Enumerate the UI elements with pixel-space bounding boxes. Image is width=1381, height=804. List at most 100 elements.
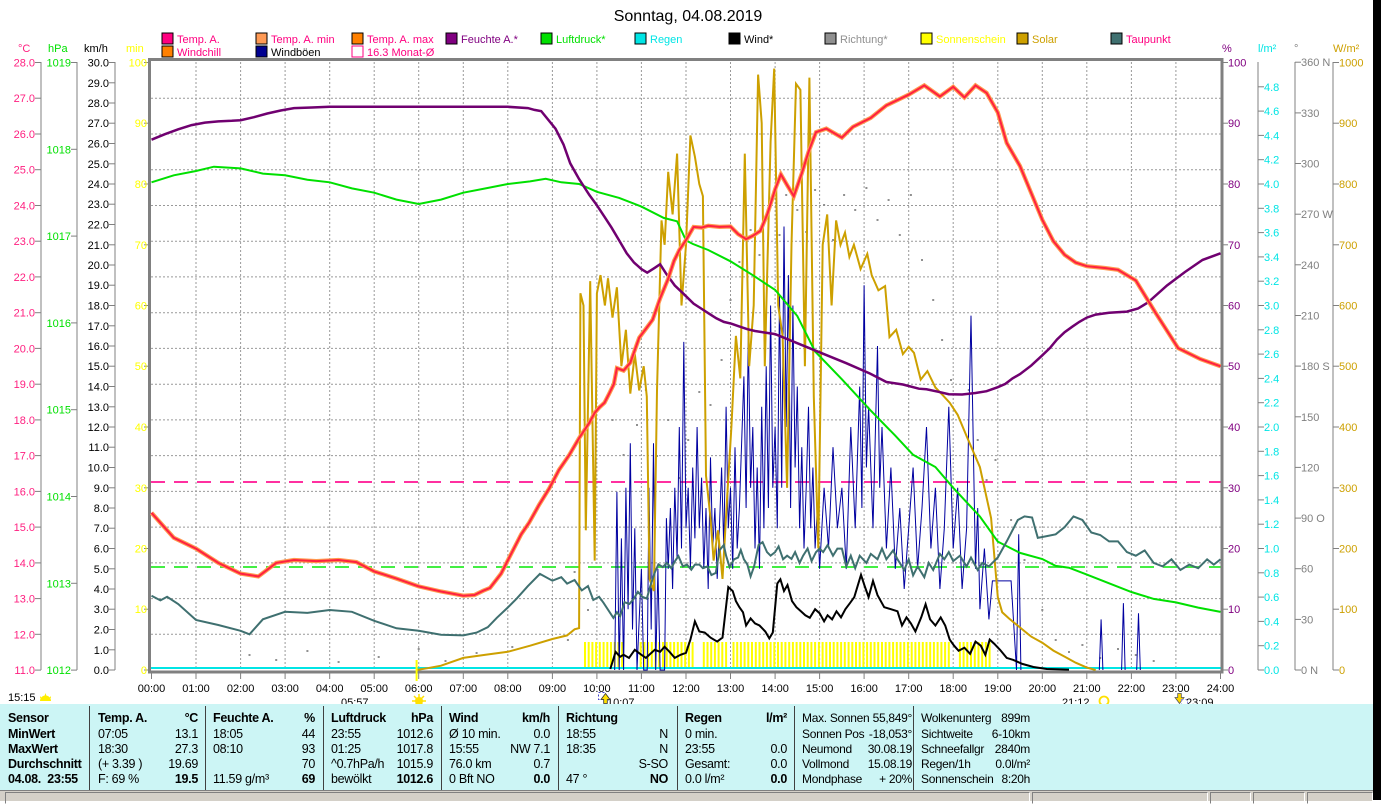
svg-text:20: 20 — [1228, 544, 1240, 556]
svg-text:60: 60 — [1301, 564, 1313, 576]
svg-text:20:00: 20:00 — [1029, 683, 1057, 695]
svg-text:15:00: 15:00 — [806, 683, 834, 695]
svg-text:22.0: 22.0 — [88, 220, 109, 232]
svg-text:3.0: 3.0 — [1264, 301, 1279, 313]
svg-text:4.0: 4.0 — [94, 584, 109, 596]
svg-text:°: ° — [1294, 43, 1298, 55]
svg-text:20.0: 20.0 — [88, 260, 109, 272]
svg-text:4.4: 4.4 — [1264, 130, 1279, 142]
svg-text:30: 30 — [1228, 483, 1240, 495]
svg-text:03:00: 03:00 — [271, 683, 299, 695]
svg-text:24.0: 24.0 — [14, 201, 35, 213]
svg-text:3.0: 3.0 — [94, 604, 109, 616]
svg-text:07:00: 07:00 — [450, 683, 478, 695]
svg-text:3.6: 3.6 — [1264, 228, 1279, 240]
svg-text:14.0: 14.0 — [14, 558, 35, 570]
svg-text:210: 210 — [1301, 311, 1319, 323]
svg-text:100: 100 — [1339, 604, 1357, 616]
svg-text:25.0: 25.0 — [14, 165, 35, 177]
svg-text:15.0: 15.0 — [88, 361, 109, 373]
svg-text:3.4: 3.4 — [1264, 252, 1279, 264]
svg-text:28.0: 28.0 — [88, 98, 109, 110]
svg-text:2.2: 2.2 — [1264, 398, 1279, 410]
svg-text:20: 20 — [135, 544, 147, 556]
svg-text:10.0: 10.0 — [88, 463, 109, 475]
svg-text:00:00: 00:00 — [138, 683, 166, 695]
svg-text:7.0: 7.0 — [94, 523, 109, 535]
svg-text:330: 330 — [1301, 108, 1319, 120]
svg-text:19.0: 19.0 — [14, 379, 35, 391]
svg-text:Temp. A. max: Temp. A. max — [367, 34, 434, 46]
svg-text:16.0: 16.0 — [88, 341, 109, 353]
svg-text:10: 10 — [1228, 604, 1240, 616]
svg-text:Feuchte A.*: Feuchte A.* — [461, 34, 519, 46]
svg-text:24:00: 24:00 — [1207, 683, 1235, 695]
svg-text:Wind*: Wind* — [744, 34, 774, 46]
svg-text:300: 300 — [1301, 159, 1319, 171]
svg-text:Sonnenschein: Sonnenschein — [936, 34, 1006, 46]
svg-text:700: 700 — [1339, 240, 1357, 252]
svg-text:16.0: 16.0 — [14, 486, 35, 498]
svg-text:Luftdruck*: Luftdruck* — [556, 34, 606, 46]
svg-text:30.0: 30.0 — [88, 58, 109, 70]
svg-text:120: 120 — [1301, 462, 1319, 474]
svg-text:28.0: 28.0 — [14, 58, 35, 70]
svg-text:17:00: 17:00 — [895, 683, 923, 695]
svg-text:2.0: 2.0 — [1264, 422, 1279, 434]
svg-text:1013: 1013 — [47, 578, 71, 590]
svg-text:Taupunkt: Taupunkt — [1126, 34, 1171, 46]
svg-text:1019: 1019 — [47, 58, 71, 70]
svg-text:1018: 1018 — [47, 144, 71, 156]
svg-text:14.0: 14.0 — [88, 382, 109, 394]
svg-text:l/m²: l/m² — [1258, 43, 1277, 55]
svg-text:24.0: 24.0 — [88, 179, 109, 191]
svg-text:100: 100 — [1228, 58, 1246, 70]
svg-text:0.6: 0.6 — [1264, 592, 1279, 604]
svg-text:0.2: 0.2 — [1264, 641, 1279, 653]
svg-text:12.0: 12.0 — [88, 422, 109, 434]
svg-text:02:00: 02:00 — [227, 683, 255, 695]
svg-text:240: 240 — [1301, 260, 1319, 272]
svg-text:08:00: 08:00 — [494, 683, 522, 695]
svg-text:23:00: 23:00 — [1162, 683, 1190, 695]
svg-text:0: 0 — [1339, 665, 1345, 677]
svg-text:1012: 1012 — [47, 665, 71, 677]
svg-text:10: 10 — [135, 604, 147, 616]
svg-text:16:00: 16:00 — [850, 683, 878, 695]
svg-text:Temp. A. min: Temp. A. min — [271, 34, 335, 46]
svg-text:26.0: 26.0 — [14, 129, 35, 141]
svg-text:Windchill: Windchill — [177, 47, 221, 59]
svg-text:5.0: 5.0 — [94, 564, 109, 576]
svg-text:0.0: 0.0 — [1264, 665, 1279, 677]
svg-text:50: 50 — [135, 361, 147, 373]
svg-text:1014: 1014 — [47, 492, 71, 504]
svg-text:40: 40 — [1228, 422, 1240, 434]
svg-text:16.3 Monat-Ø: 16.3 Monat-Ø — [367, 47, 435, 59]
svg-text:1015: 1015 — [47, 405, 71, 417]
svg-text:70: 70 — [1228, 240, 1240, 252]
svg-text:2.8: 2.8 — [1264, 325, 1279, 337]
svg-text:22:00: 22:00 — [1118, 683, 1146, 695]
svg-text:30: 30 — [135, 483, 147, 495]
svg-text:500: 500 — [1339, 361, 1357, 373]
svg-text:0.0: 0.0 — [94, 665, 109, 677]
svg-text:4.0: 4.0 — [1264, 179, 1279, 191]
svg-text:05:00: 05:00 — [360, 683, 388, 695]
svg-text:min: min — [126, 43, 144, 55]
svg-text:4.6: 4.6 — [1264, 106, 1279, 118]
svg-text:1.8: 1.8 — [1264, 446, 1279, 458]
svg-text:Solar: Solar — [1032, 34, 1058, 46]
svg-text:6.0: 6.0 — [94, 544, 109, 556]
svg-text:1000: 1000 — [1339, 58, 1363, 70]
svg-text:2.6: 2.6 — [1264, 349, 1279, 361]
svg-text:13.0: 13.0 — [14, 594, 35, 606]
svg-text:360 N: 360 N — [1301, 57, 1330, 69]
svg-text:Sonntag, 04.08.2019: Sonntag, 04.08.2019 — [614, 8, 763, 25]
svg-text:22.0: 22.0 — [14, 272, 35, 284]
svg-text:21.0: 21.0 — [88, 240, 109, 252]
svg-text:4.8: 4.8 — [1264, 82, 1279, 94]
svg-text:70: 70 — [135, 240, 147, 252]
svg-text:270 W: 270 W — [1301, 209, 1333, 221]
svg-text:Regen: Regen — [650, 34, 682, 46]
svg-text:Windböen: Windböen — [271, 47, 321, 59]
